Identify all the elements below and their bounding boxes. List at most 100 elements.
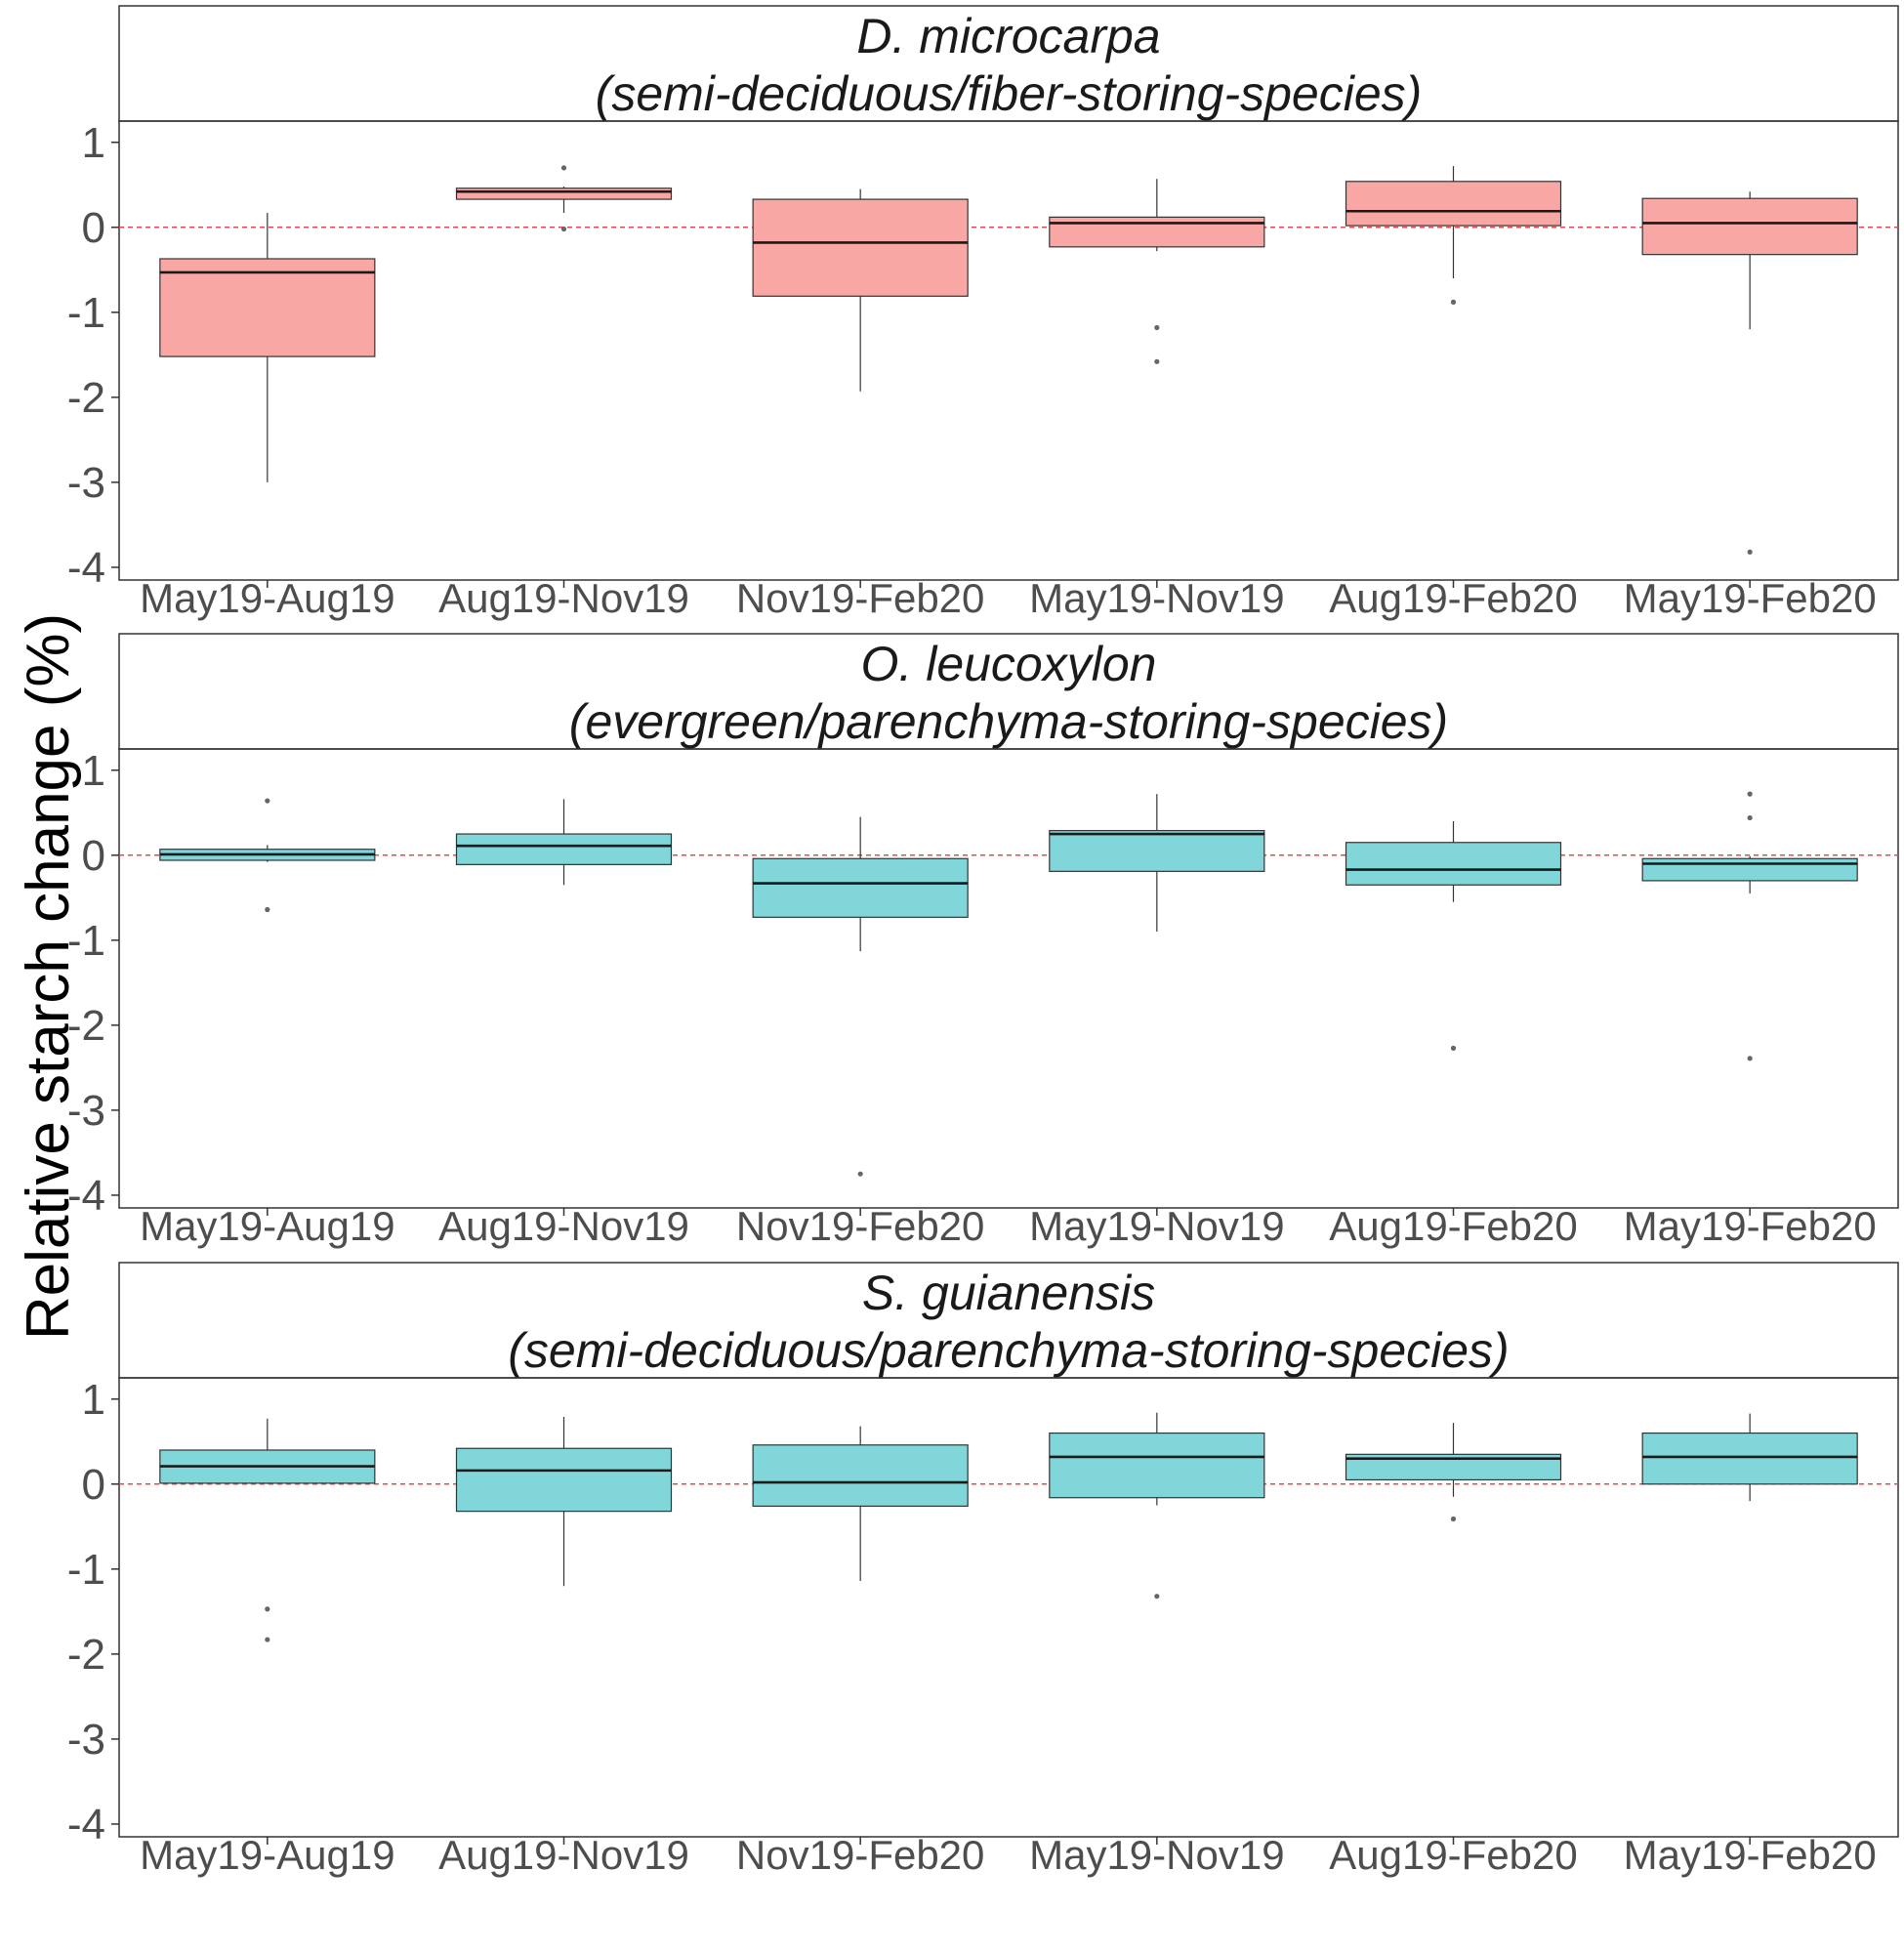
y-tick-label: 1 [82,1376,105,1424]
x-tick-label: May19-Nov19 [1029,1832,1284,1878]
panel-strip [118,5,1899,122]
box-Nov19-Feb20 [752,188,969,392]
box-May19-Feb20 [1641,1413,1858,1502]
plot-area [118,120,1899,581]
x-tick-label: May19-Aug19 [140,1832,395,1878]
x-tick-label: Nov19-Feb20 [736,1832,984,1878]
plot-area [118,748,1899,1209]
box-iqr [752,1444,969,1508]
y-tick-label: -1 [67,917,105,965]
y-axis-label: Relative starch change (%) [15,613,82,1340]
box-iqr [1049,1432,1265,1499]
box-Nov19-Feb20 [752,1426,969,1582]
panel-title-species: S. guianensis [862,1266,1155,1320]
x-tick-label: May19-Nov19 [1029,575,1284,621]
x-tick-label: May19-Aug19 [140,575,395,621]
y-tick-label: -3 [67,1087,105,1135]
panel-3: S. guianensis(semi-deciduous/parenchyma-… [67,1262,1899,1878]
y-tick-label: 1 [82,119,105,167]
box-Aug19-Feb20 [1345,1423,1562,1522]
outlier-point [1747,549,1753,555]
outlier-point [560,226,567,232]
panel-1: D. microcarpa(semi-deciduous/fiber-stori… [67,5,1899,621]
box-iqr [1641,857,1858,882]
y-tick-label: -2 [67,374,105,422]
box-iqr [1641,197,1858,256]
y-tick-label: -2 [67,1631,105,1679]
x-tick-label: Nov19-Feb20 [736,575,984,621]
y-tick-label: -2 [67,1002,105,1050]
box-iqr [752,857,969,918]
y-tick-label: -3 [67,459,105,507]
outlier-point [560,165,567,171]
y-tick-label: 0 [82,204,105,252]
box-iqr [1049,216,1265,248]
box-iqr [1641,1432,1858,1485]
outlier-point [265,798,270,804]
plot-area [118,1377,1899,1838]
x-tick-label: May19-Nov19 [1029,1203,1284,1249]
box-May19-Aug19 [159,798,376,913]
panel-title-species: O. leucoxylon [861,637,1157,691]
panel-strip [118,633,1899,750]
x-tick-label: Nov19-Feb20 [736,1203,984,1249]
y-tick-label: -4 [67,1801,105,1849]
box-iqr [1049,829,1265,872]
outlier-point [1154,324,1160,331]
x-tick-label: Aug19-Feb20 [1329,1832,1578,1878]
outlier-point [1747,791,1753,797]
x-tick-label: May19-Feb20 [1624,575,1877,621]
x-tick-label: Aug19-Feb20 [1329,575,1578,621]
y-tick-label: 0 [82,1461,105,1509]
box-May19-Aug19 [159,213,376,482]
box-May19-Aug19 [159,1418,376,1642]
y-tick-label: -1 [67,1546,105,1594]
outlier-point [265,1606,270,1612]
outlier-point [1154,1594,1160,1600]
outlier-point [1450,1516,1457,1522]
y-tick-label: 1 [82,747,105,795]
x-tick-label: May19-Feb20 [1624,1832,1877,1878]
outlier-point [265,1637,270,1642]
box-May19-Nov19 [1049,794,1265,933]
box-May19-Nov19 [1049,179,1265,364]
box-Aug19-Nov19 [455,165,673,232]
box-May19-Nov19 [1049,1412,1265,1600]
box-May19-Feb20 [1641,191,1858,555]
box-iqr [752,198,969,297]
y-tick-label: 0 [82,832,105,880]
box-May19-Feb20 [1641,791,1858,1061]
outlier-point [1747,1056,1753,1061]
outlier-point [857,1171,863,1177]
x-tick-label: Aug19-Nov19 [438,575,689,621]
panel-title-type: (semi-deciduous/parenchyma-storing-speci… [508,1323,1509,1378]
box-Aug19-Nov19 [455,799,673,886]
outlier-point [265,906,270,913]
box-iqr [455,833,673,865]
box-iqr [455,187,673,200]
outlier-point [1154,358,1160,364]
box-iqr [159,258,376,357]
panel-2: O. leucoxylon(evergreen/parenchyma-stori… [67,633,1899,1249]
box-iqr [1345,181,1562,227]
panel-title-species: D. microcarpa [856,9,1160,63]
panel-title-type: (semi-deciduous/fiber-storing-species) [596,66,1423,121]
y-tick-label: -4 [67,1172,105,1220]
box-Nov19-Feb20 [752,816,969,1177]
x-tick-label: Aug19-Feb20 [1329,1203,1578,1249]
outlier-point [1747,814,1753,821]
x-tick-label: May19-Feb20 [1624,1203,1877,1249]
x-tick-label: Aug19-Nov19 [438,1832,689,1878]
box-Aug19-Feb20 [1345,166,1562,305]
x-tick-label: May19-Aug19 [140,1203,395,1249]
y-tick-label: -3 [67,1716,105,1764]
outlier-point [1450,299,1457,305]
panels-group: D. microcarpa(semi-deciduous/fiber-stori… [67,5,1899,1878]
box-iqr [1345,842,1562,886]
box-iqr [455,1447,673,1513]
panel-title-type: (evergreen/parenchyma-storing-species) [569,694,1448,749]
y-tick-label: -1 [67,289,105,337]
box-Aug19-Nov19 [455,1417,673,1587]
x-tick-label: Aug19-Nov19 [438,1203,689,1249]
